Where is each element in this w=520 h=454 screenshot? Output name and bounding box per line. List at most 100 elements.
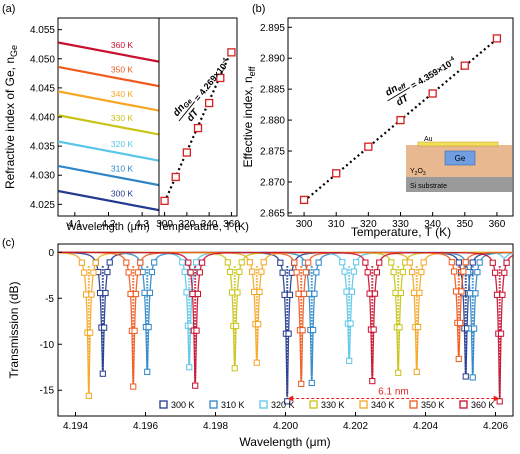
data-point	[127, 290, 134, 298]
data-point	[492, 34, 502, 43]
data-point	[151, 259, 158, 266]
data-point	[451, 268, 458, 275]
data-point	[410, 289, 418, 296]
panel-a-right: 300 320 340 360 Temperature, T (K) dnGe dT …	[156, 17, 249, 233]
data-point	[146, 289, 154, 296]
panel-a-slope-fraction-bar	[178, 101, 196, 122]
x-tick-label: 320	[360, 219, 377, 230]
panel-b-slope-fraction-bar	[387, 87, 411, 102]
data-point	[249, 268, 256, 275]
legend-marker	[259, 400, 268, 409]
data-point	[466, 290, 474, 297]
data-point	[102, 289, 109, 297]
data-point	[216, 73, 225, 83]
data-point	[193, 123, 203, 133]
panel-a-right-xlabel: Temperature, T (K)	[157, 221, 249, 233]
panel-a-slope-annotation: dnGe dT = 4.269×10-4	[171, 57, 229, 124]
data-point	[497, 330, 505, 337]
series-line	[58, 41, 159, 63]
data-point	[370, 326, 377, 333]
data-point	[448, 259, 455, 266]
data-point	[227, 268, 234, 275]
series-label: 340 K	[111, 89, 134, 99]
legend-marker	[309, 400, 318, 409]
data-point	[366, 290, 373, 297]
data-point	[285, 330, 292, 337]
data-point	[87, 329, 94, 336]
data-point	[305, 290, 313, 297]
x-tick-label: 340	[424, 219, 441, 230]
data-point	[399, 268, 406, 276]
panel-b-y-ticks: 2.865 2.870 2.875 2.880 2.885 2.890 2.895	[260, 23, 292, 219]
data-point	[455, 355, 462, 363]
y-tick-label: 0	[48, 248, 54, 259]
y-tick-label: 2.885	[260, 85, 285, 96]
panel-c-label: (c)	[2, 237, 15, 249]
data-point	[396, 115, 405, 125]
data-point	[470, 325, 478, 332]
data-point	[88, 291, 95, 298]
data-point	[236, 268, 243, 275]
x-tick-label: 4.202	[343, 421, 368, 432]
data-point	[83, 291, 90, 298]
data-point	[364, 269, 371, 276]
data-point	[469, 374, 476, 381]
data-point	[182, 148, 192, 157]
data-point	[496, 398, 503, 405]
series-label: 300 K	[111, 189, 134, 199]
legend-label: 350 K	[421, 400, 445, 410]
data-point	[302, 269, 309, 276]
panel-a-right-frame	[158, 17, 238, 217]
x-tick-label: 4.194	[63, 421, 88, 432]
x-tick-label: 320	[179, 219, 196, 230]
panel-a-x-ticks: 4.1 4.2 4.3	[68, 212, 150, 230]
data-point	[313, 269, 320, 276]
y-tick-label: 4.055	[30, 25, 55, 36]
data-point	[293, 269, 300, 276]
data-point	[255, 321, 262, 328]
data-point	[193, 259, 200, 266]
panel-a-label: (a)	[2, 3, 15, 15]
data-point	[308, 379, 315, 387]
series-label: 330 K	[111, 113, 134, 123]
panel-a-series-labels: 360 K 350 K 340 K 330 K 320 K 310 K 300 K	[111, 40, 134, 199]
x-tick-label: 310	[328, 219, 345, 230]
panel-b-slope-numerator: dneff	[384, 78, 408, 99]
data-point	[462, 259, 469, 266]
data-point	[281, 291, 288, 298]
data-point	[476, 259, 483, 266]
panel-a-y-ticks: 4.025 4.030 4.035 4.040 4.045 4.050 4.055	[30, 25, 62, 211]
panel-b-slope-value: = 4.359×10-4	[409, 56, 458, 91]
inset-y2o3-label: Y2O3	[410, 168, 426, 177]
x-tick-label: 4.198	[203, 421, 228, 432]
legend-marker	[409, 400, 418, 409]
x-tick-label: 4.206	[483, 421, 508, 432]
y-tick-label: 2.870	[260, 177, 285, 188]
panel-c-y-ticks: 0 -5 -10 -15	[40, 248, 62, 397]
data-point	[189, 290, 196, 298]
data-point	[134, 269, 141, 276]
data-point	[192, 382, 199, 389]
data-point	[460, 61, 469, 70]
data-point	[187, 269, 194, 276]
panel-c-curves	[58, 251, 513, 405]
data-point	[371, 290, 379, 297]
x-tick-label: 350	[456, 219, 473, 230]
data-point	[104, 268, 111, 276]
y-tick-label: 4.040	[30, 113, 55, 124]
data-point	[130, 383, 137, 390]
data-point	[489, 259, 496, 266]
series-label: 320 K	[111, 139, 134, 149]
spectrum-line	[58, 251, 513, 399]
panel-c-x-ticks: 4.194 4.196 4.198 4.200 4.202 4.204 4.206	[63, 412, 508, 432]
x-tick-label: 360	[489, 219, 506, 230]
data-point	[125, 269, 132, 276]
x-tick-label: 300	[296, 219, 313, 230]
y-tick-label: 2.895	[260, 23, 285, 34]
data-point	[418, 268, 425, 276]
data-point	[339, 259, 346, 266]
series-line	[58, 65, 159, 88]
legend-label: 310 K	[221, 400, 245, 410]
data-point	[309, 326, 317, 334]
